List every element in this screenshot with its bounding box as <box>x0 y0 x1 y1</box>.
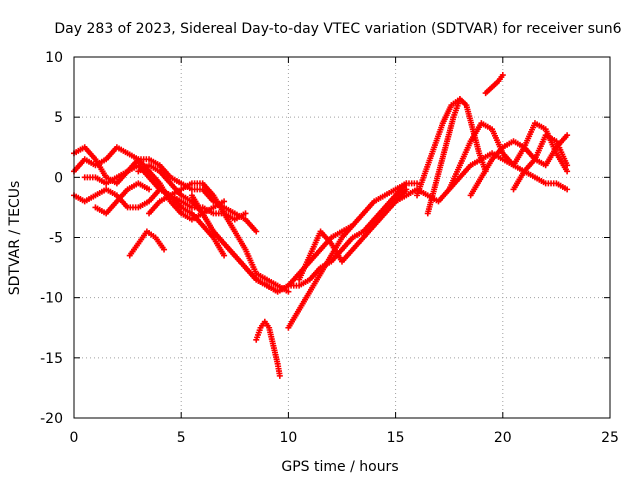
series-sat-q <box>482 72 506 97</box>
data-point <box>242 210 249 217</box>
series-sat-k <box>285 180 421 331</box>
data-point <box>456 96 463 103</box>
data-point <box>285 288 292 295</box>
series-sat-b <box>71 186 228 259</box>
data-point <box>564 168 571 175</box>
series-sat-n <box>424 96 489 217</box>
series-sat-o <box>414 96 463 199</box>
series-sat-h <box>146 180 292 295</box>
data-point <box>403 186 410 193</box>
chart-title: Day 283 of 2023, Sidereal Day-to-day VTE… <box>54 21 621 37</box>
series-sat-f <box>126 228 168 259</box>
series-sat-m <box>392 150 571 205</box>
series-sat-l <box>296 186 410 283</box>
data-point <box>414 180 421 187</box>
y-tick-label: -15 <box>40 351 63 367</box>
data-points <box>71 72 571 379</box>
y-tick-label: -5 <box>49 231 63 247</box>
x-tick-label: 10 <box>279 430 297 446</box>
y-tick-label: -20 <box>40 411 63 427</box>
x-tick-label: 20 <box>494 430 512 446</box>
y-tick-label: 5 <box>54 110 63 126</box>
data-point <box>276 372 283 379</box>
y-tick-label: -10 <box>40 291 63 307</box>
data-point <box>499 72 506 79</box>
y-tick-label: 0 <box>54 170 63 186</box>
x-tick-label: 25 <box>601 430 619 446</box>
axis-ticks: 0 5 10 15 20 25 -20 -15 -10 -5 0 5 10 <box>40 50 619 446</box>
y-axis-label: SDTVAR / TECUs <box>7 181 23 296</box>
x-tick-label: 5 <box>177 430 186 446</box>
series-sat-s <box>510 132 571 193</box>
data-point <box>146 186 153 193</box>
series-sat-d <box>81 156 260 235</box>
data-point <box>161 246 168 253</box>
data-point <box>564 132 571 139</box>
x-tick-label: 0 <box>70 430 79 446</box>
data-point <box>221 252 228 259</box>
data-point <box>564 186 571 193</box>
series-sat-r <box>467 132 571 199</box>
data-point <box>564 162 571 169</box>
data-point <box>253 228 260 235</box>
data-point <box>221 198 228 205</box>
x-axis-label: GPS time / hours <box>281 459 398 475</box>
x-tick-label: 15 <box>387 430 405 446</box>
series-sat-e <box>92 180 153 217</box>
plot-frame <box>73 56 611 419</box>
series-sat-j <box>253 318 283 379</box>
y-tick-label: 10 <box>45 50 63 66</box>
